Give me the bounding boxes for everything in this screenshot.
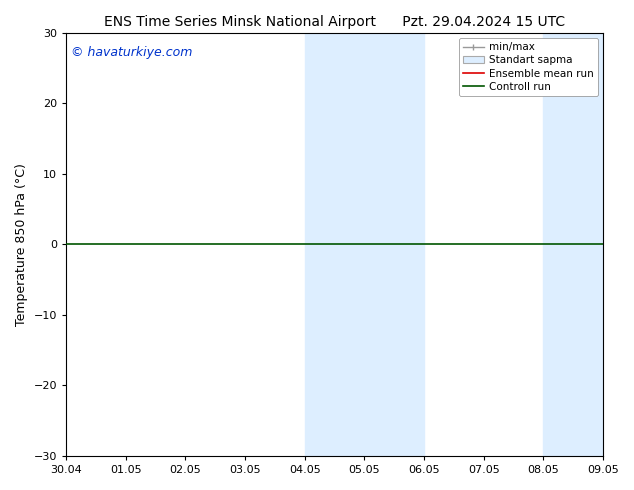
- Legend: min/max, Standart sapma, Ensemble mean run, Controll run: min/max, Standart sapma, Ensemble mean r…: [459, 38, 598, 96]
- Bar: [305, 33, 424, 456]
- Text: © havaturkiye.com: © havaturkiye.com: [72, 46, 193, 59]
- Title: ENS Time Series Minsk National Airport      Pzt. 29.04.2024 15 UTC: ENS Time Series Minsk National Airport P…: [104, 15, 565, 29]
- Y-axis label: Temperature 850 hPa (°C): Temperature 850 hPa (°C): [15, 163, 28, 326]
- Bar: [543, 33, 603, 456]
